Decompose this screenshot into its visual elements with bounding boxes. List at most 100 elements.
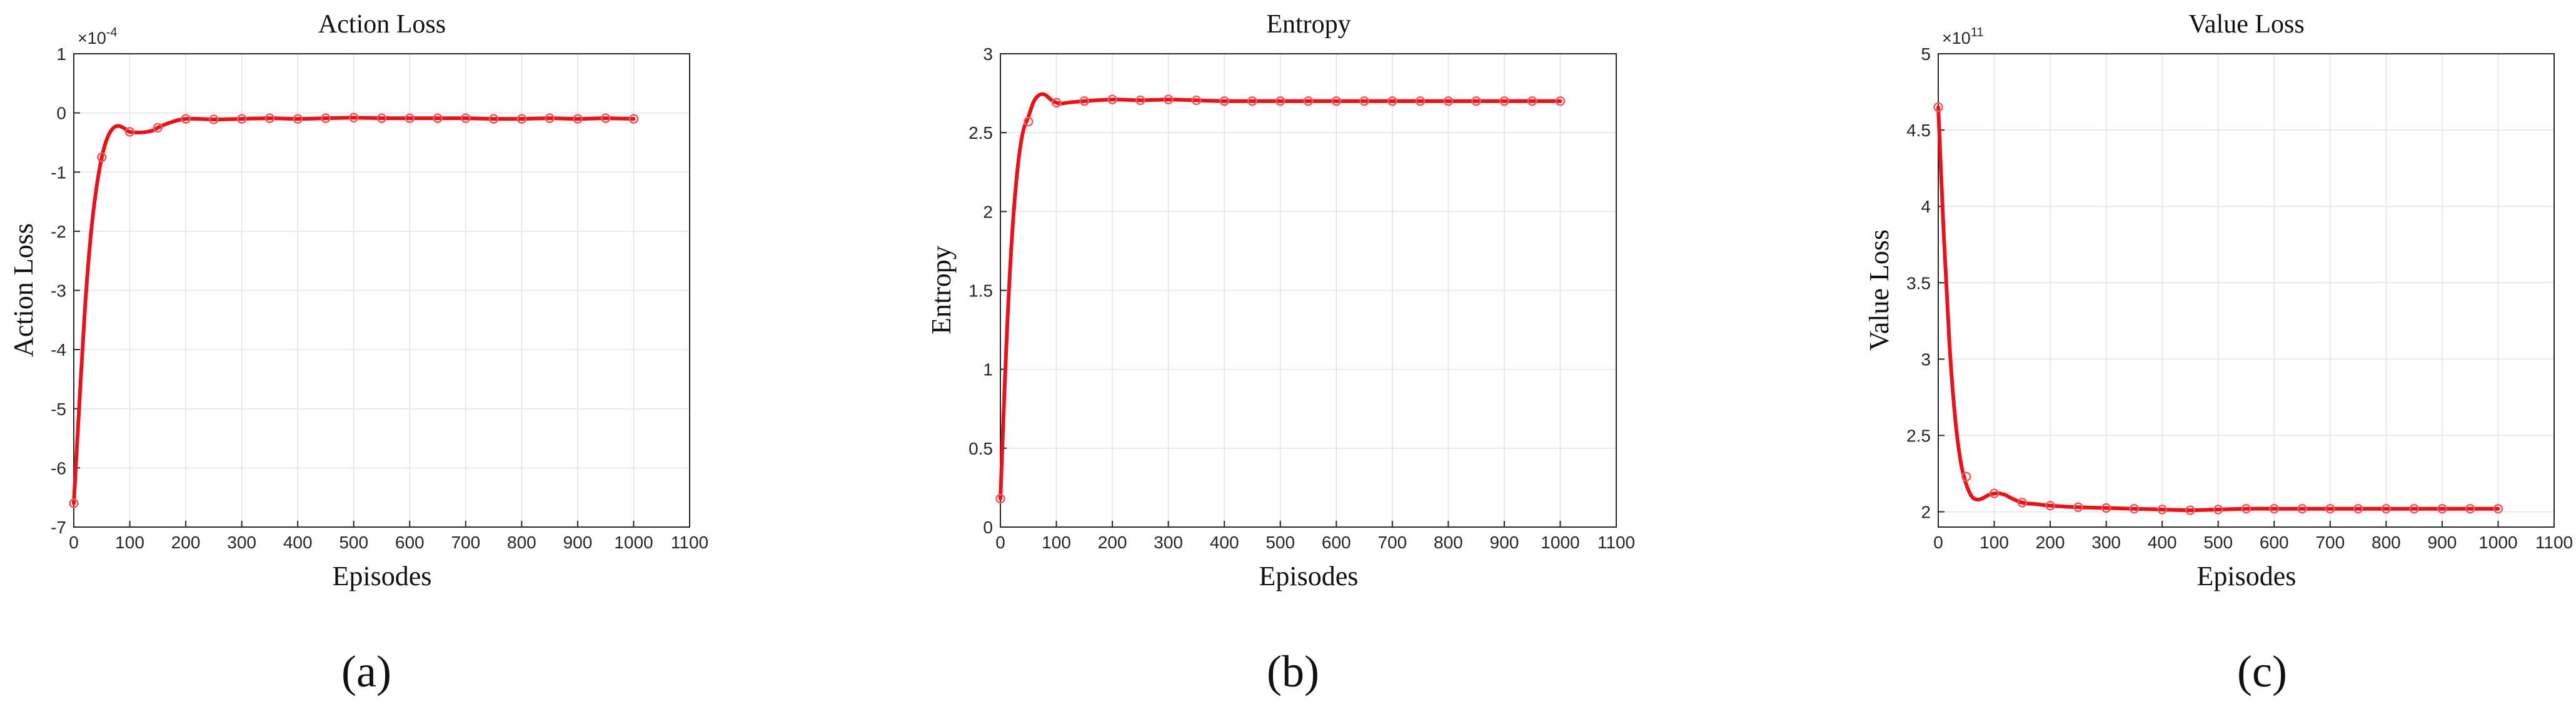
data-point-marker [1135, 95, 1145, 106]
grid-value-loss [1938, 53, 2555, 527]
data-point-marker [545, 113, 555, 123]
x-tick-label: 800 [2372, 533, 2401, 552]
x-tick-label: 700 [1377, 533, 1407, 552]
data-point-marker [461, 113, 471, 123]
data-point-marker [628, 114, 639, 124]
data-point-marker [1079, 96, 1090, 106]
data-point-marker [2157, 505, 2167, 515]
data-point-marker [1051, 98, 1062, 108]
y-tick-label: 1 [56, 44, 66, 64]
data-point-marker [1443, 96, 1454, 106]
data-point-marker [1527, 96, 1537, 106]
data-point-marker [2493, 503, 2503, 514]
y-tick-label: 0 [983, 518, 993, 537]
x-axis-label-value-loss: Episodes [2197, 561, 2297, 591]
x-tick-label: 200 [2036, 533, 2065, 552]
data-point-marker [1024, 116, 1034, 127]
x-tick-label: 900 [1490, 533, 1519, 552]
series-entropy [995, 92, 1566, 504]
x-tick-label: 1100 [2535, 533, 2573, 552]
y-tick-label: -2 [51, 222, 66, 241]
x-tick-label: 900 [2428, 533, 2457, 552]
data-point-marker [433, 113, 443, 123]
y-tick-label: 3 [1921, 349, 1931, 369]
data-point-marker [2017, 498, 2028, 508]
data-point-marker [1163, 94, 1174, 104]
panel-label-b: (b) [1267, 646, 1319, 696]
y-tick-label: 1 [983, 360, 993, 380]
x-tick-label: 800 [507, 533, 536, 552]
panel-label-c: (c) [2237, 646, 2287, 696]
data-point-marker [1359, 96, 1369, 106]
y-tick-label: 2 [983, 202, 993, 221]
x-tick-label: 200 [171, 533, 201, 552]
data-point-marker [153, 123, 163, 133]
y-tick-label: 1.5 [969, 281, 993, 301]
data-point-marker [376, 113, 387, 123]
x-tick-label: 100 [1980, 533, 2009, 552]
data-point-marker [2269, 503, 2280, 514]
ticks-action-loss: 0 100 200 300 400 500 600 700 800 900 1000 1100 -7 -6… [51, 44, 708, 552]
data-point-marker [348, 113, 359, 123]
y-tick-label: -1 [51, 163, 66, 182]
data-point-marker [2465, 503, 2475, 514]
chart-title-action-loss: Action Loss [318, 10, 446, 39]
y-tick-label: 0 [56, 104, 66, 123]
x-tick-label: 900 [563, 533, 593, 552]
data-point-marker [293, 114, 303, 124]
x-tick-label: 200 [1098, 533, 1127, 552]
x-tick-label: 100 [115, 533, 144, 552]
x-tick-label: 300 [1154, 533, 1183, 552]
y-tick-label: -3 [51, 281, 66, 301]
x-tick-label: 300 [2091, 533, 2121, 552]
grid-entropy [1000, 53, 1617, 528]
data-point-marker [97, 152, 107, 163]
data-point-marker [69, 498, 79, 508]
y-tick-label: 2.5 [969, 123, 993, 143]
y-tick-label: -5 [51, 400, 66, 419]
x-tick-label: 100 [1042, 533, 1071, 552]
data-point-marker [2437, 503, 2447, 514]
series-action-loss [69, 113, 639, 508]
data-point-marker [488, 114, 499, 124]
data-point-marker [321, 113, 331, 123]
data-point-marker [2353, 503, 2363, 514]
y-tick-label: 0.5 [969, 439, 993, 458]
data-point-marker [1499, 96, 1509, 106]
y-tick-label: -6 [51, 458, 66, 478]
x-tick-label: 500 [2203, 533, 2233, 552]
y-axis-label-value-loss: Value Loss [1864, 229, 1894, 351]
x-axis-label-action-loss: Episodes [333, 561, 432, 591]
data-point-marker [2073, 502, 2083, 513]
x-tick-label: 1000 [2478, 533, 2517, 552]
x-tick-label: 400 [2148, 533, 2177, 552]
y-tick-label: -7 [51, 518, 66, 537]
x-tick-label: 700 [2315, 533, 2345, 552]
x-tick-label: 0 [995, 533, 1005, 552]
data-point-marker [1933, 102, 1943, 113]
data-point-marker [1387, 96, 1397, 106]
data-point-marker [264, 113, 275, 123]
x-tick-label: 500 [1265, 533, 1295, 552]
data-point-marker [236, 114, 247, 124]
exponent-label-value-loss: ×1011 [1942, 26, 1984, 48]
exponent-label-action-loss: ×10-4 [78, 26, 118, 48]
data-point-marker [405, 113, 415, 123]
data-point-marker [1331, 96, 1342, 106]
data-point-marker [1107, 94, 1117, 104]
x-tick-label: 1000 [1541, 533, 1579, 552]
data-point-marker [1555, 96, 1566, 106]
y-tick-label: 3 [983, 44, 993, 64]
data-point-marker [2101, 503, 2111, 513]
data-point-marker [2045, 501, 2055, 511]
data-point-marker [1191, 95, 1202, 106]
data-point-marker [2325, 503, 2335, 514]
chart-title-value-loss: Value Loss [2188, 10, 2304, 39]
y-tick-label: 2 [1921, 503, 1931, 522]
x-tick-label: 1100 [671, 533, 708, 552]
data-point-marker [2129, 503, 2140, 514]
y-tick-label: 2.5 [1906, 426, 1931, 445]
x-tick-label: 500 [339, 533, 368, 552]
data-point-marker [181, 114, 191, 124]
data-point-marker [2297, 503, 2307, 514]
